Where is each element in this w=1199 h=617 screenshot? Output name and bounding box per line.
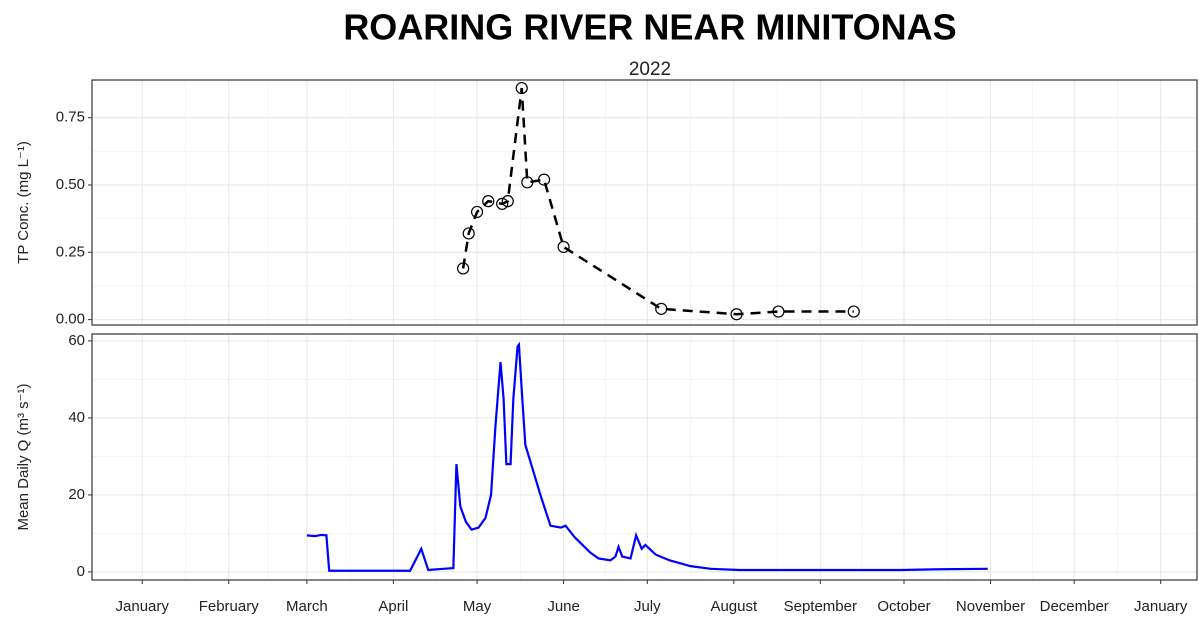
x-tick-label: July (634, 598, 661, 615)
x-tick-label: June (547, 598, 580, 615)
data-point (730, 308, 743, 321)
data-point (515, 81, 528, 95)
x-tick-label: April (378, 598, 408, 615)
panel-border (91, 79, 1198, 326)
y-tick-label: 20 (68, 486, 85, 503)
data-point (457, 262, 470, 275)
data-point (470, 205, 484, 219)
chart-subtitle: 2022 (629, 59, 671, 80)
y-tick-label: 0.00 (56, 311, 85, 328)
y-tick-label: 40 (68, 409, 85, 426)
panel-background (92, 334, 1197, 580)
y-axis-label: Mean Daily Q (m³ s⁻¹) (15, 383, 32, 530)
x-tick-label: January (116, 598, 170, 615)
y-axis-label: TP Conc. (mg L⁻¹) (15, 141, 32, 264)
data-point (521, 176, 534, 189)
x-tick-label: May (463, 598, 492, 615)
x-tick-label: January (1134, 598, 1188, 615)
data-point (501, 195, 514, 208)
x-tick-label: February (199, 598, 260, 615)
data-point (847, 305, 860, 318)
data-line (461, 87, 854, 316)
panel-border (91, 333, 1198, 581)
y-tick-label: 0.50 (56, 176, 85, 193)
x-tick-label: November (956, 598, 1025, 615)
data-point (537, 173, 551, 186)
x-tick-label: August (710, 598, 758, 615)
chart-title: ROARING RIVER NEAR MINITONAS (343, 7, 956, 48)
data-line (306, 341, 988, 572)
y-tick-label: 0.25 (56, 243, 85, 260)
data-point (772, 305, 785, 318)
data-point (496, 197, 509, 210)
data-point (557, 240, 570, 254)
data-point (462, 227, 475, 240)
panel-background (92, 80, 1197, 325)
data-point (655, 302, 668, 315)
y-tick-label: 0 (77, 563, 85, 580)
x-tick-label: October (877, 598, 930, 615)
x-tick-label: December (1040, 598, 1109, 615)
x-tick-label: March (286, 598, 328, 615)
data-point (482, 195, 495, 208)
y-tick-label: 0.75 (56, 109, 85, 126)
y-tick-label: 60 (68, 332, 85, 349)
x-tick-label: September (784, 598, 857, 615)
